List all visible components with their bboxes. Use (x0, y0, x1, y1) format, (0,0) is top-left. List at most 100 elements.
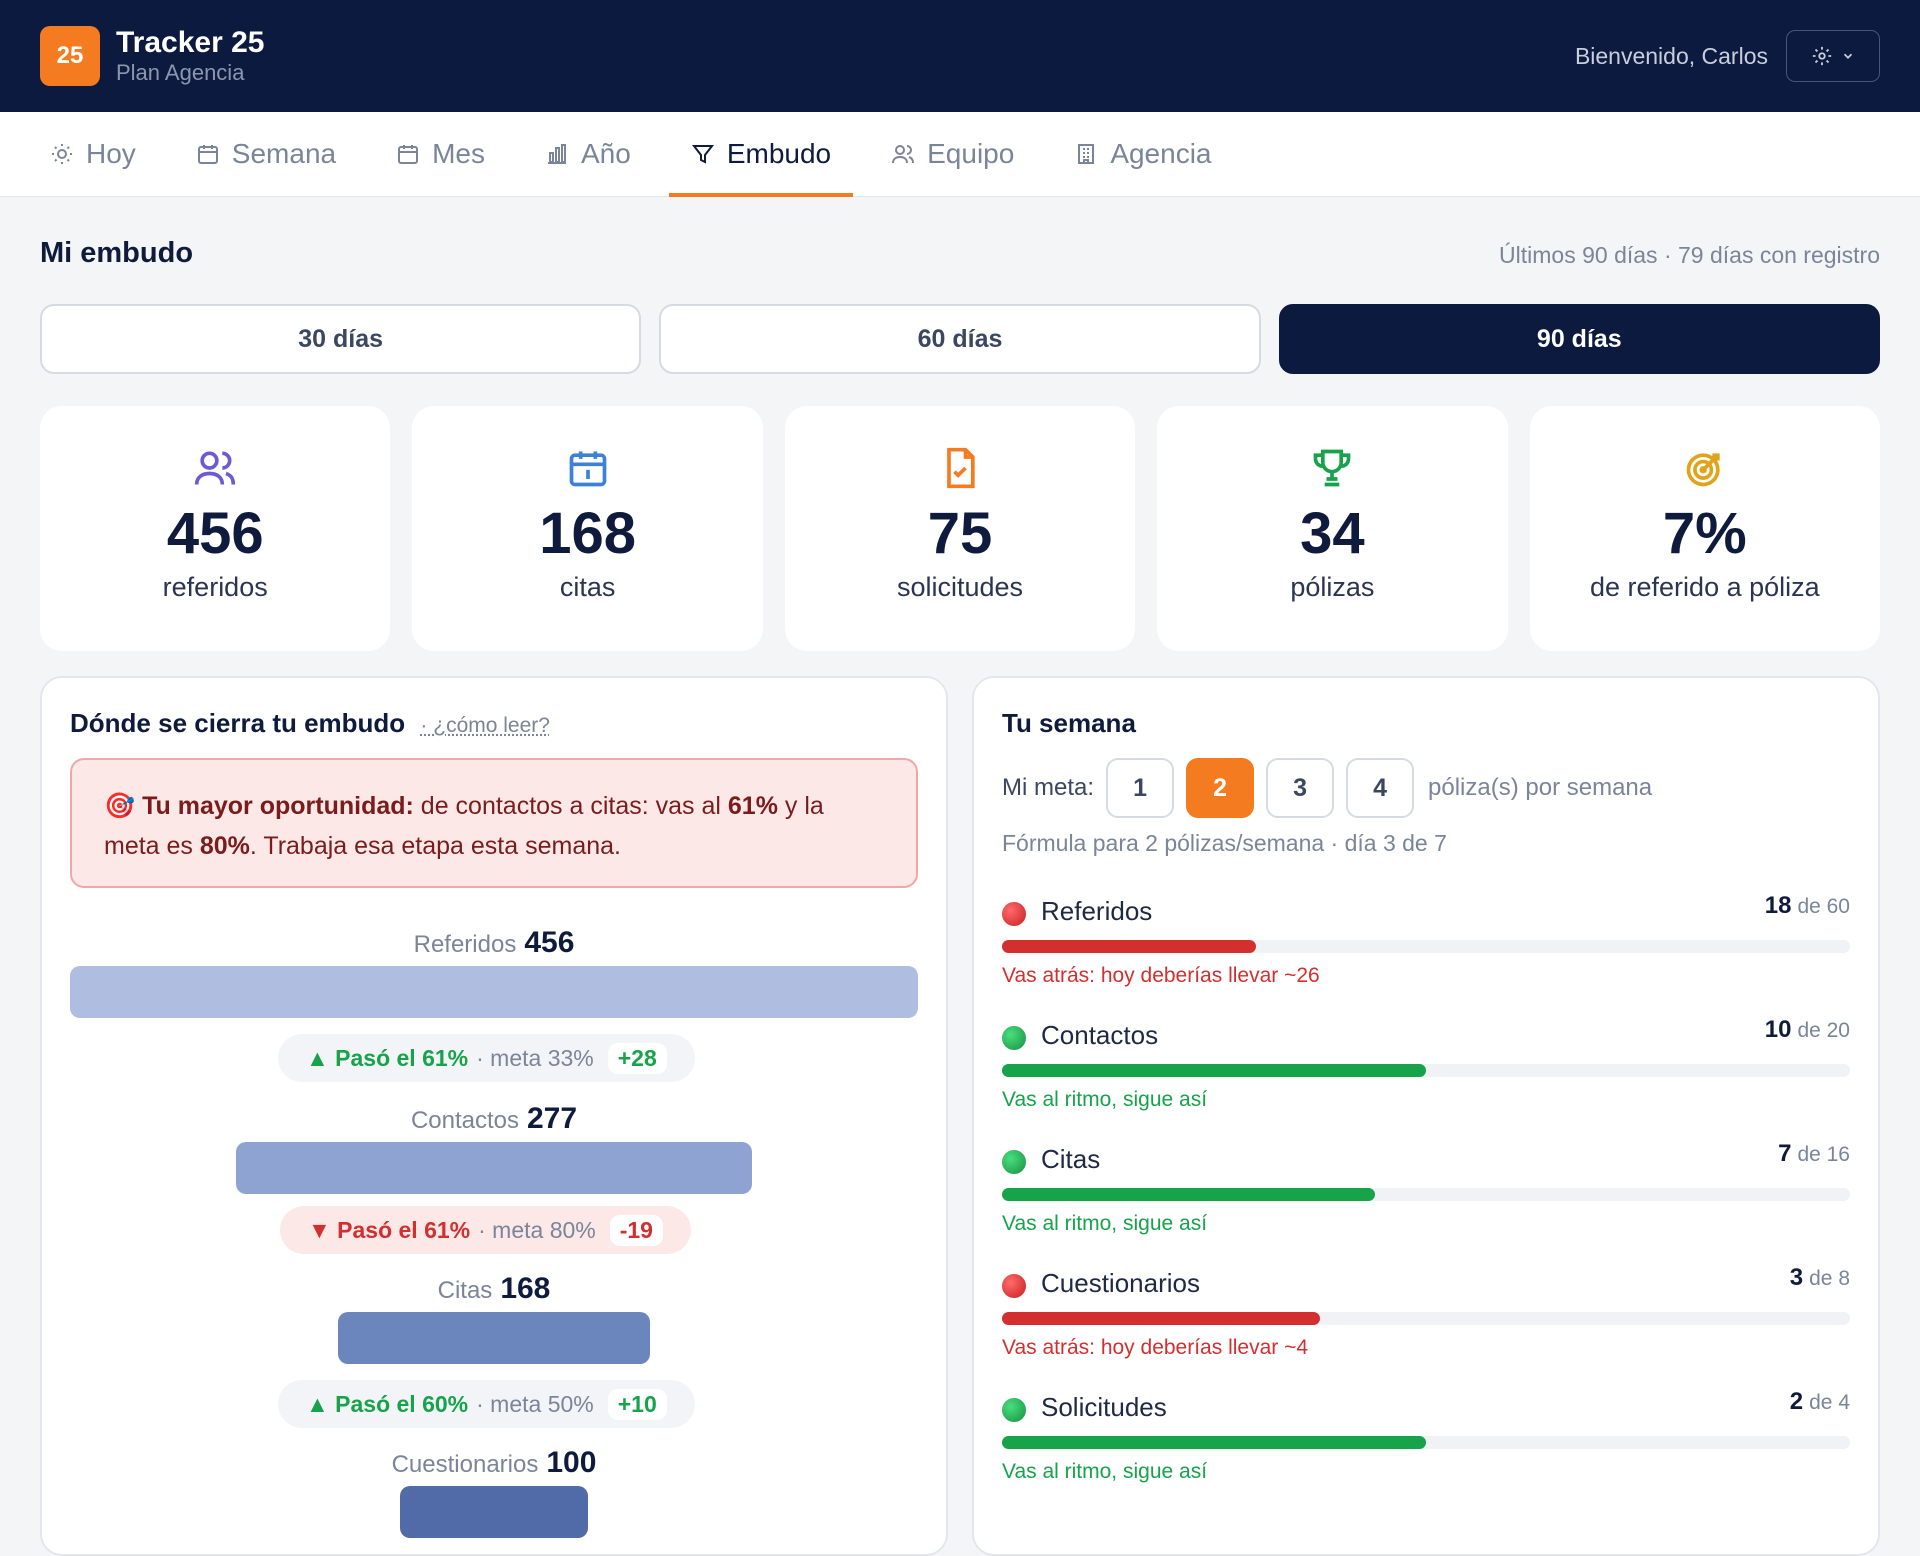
stat-card-referidos: 456 referidos (40, 406, 390, 651)
calendar-icon (396, 142, 420, 166)
tab-embudo[interactable]: Embudo (669, 112, 853, 196)
transition-pill: ▼ Pasó el 61% · meta 80% -19 (280, 1206, 691, 1254)
funnel-bar-citas (338, 1312, 650, 1364)
row-message: Vas al ritmo, sigue así (1002, 1212, 1207, 1236)
target-icon (1683, 446, 1727, 490)
row-target: de 20 (1797, 1019, 1850, 1042)
row-name: Citas (1041, 1144, 1100, 1175)
calendar-icon (196, 142, 220, 166)
week-row-solicitudes: Solicitudes 2 de 4 Vas al ritmo, sigue as… (1002, 1384, 1850, 1504)
formula-text: Fórmula para 2 pólizas/semana · día 3 de… (1002, 830, 1447, 857)
target-emoji-icon: 🎯 (104, 792, 135, 820)
stat-card-citas: 168 citas (412, 406, 762, 651)
range-90-button[interactable]: 90 días (1279, 304, 1880, 374)
stage-value: 277 (527, 1102, 577, 1135)
stat-card-polizas: 34 pólizas (1157, 406, 1507, 651)
users-icon (891, 142, 915, 166)
stat-value: 168 (539, 502, 636, 566)
tab-ano[interactable]: Año (523, 112, 653, 196)
app-plan: Plan Agencia (116, 60, 264, 86)
row-done: 7 (1778, 1140, 1791, 1167)
goal-3-button[interactable]: 3 (1266, 758, 1334, 818)
funnel-panel: Dónde se cierra tu embudo · ¿cómo leer? … (40, 676, 948, 1556)
file-check-icon (938, 446, 982, 490)
gear-icon (1811, 45, 1833, 67)
goal-label: Mi meta: (1002, 774, 1094, 802)
how-to-read-link[interactable]: · ¿cómo leer? (420, 714, 550, 737)
progress-track (1002, 1064, 1850, 1077)
transition-main: ▲ Pasó el 60% (306, 1391, 468, 1418)
alert-goal: 80% (200, 832, 250, 860)
range-60-button[interactable]: 60 días (659, 304, 1260, 374)
transition-goal: · meta 50% (476, 1391, 594, 1418)
tab-mes[interactable]: Mes (374, 112, 507, 196)
stage-value: 168 (500, 1272, 550, 1305)
goal-4-button[interactable]: 4 (1346, 758, 1414, 818)
building-icon (1074, 142, 1098, 166)
row-name: Solicitudes (1041, 1392, 1167, 1423)
progress-fill (1002, 1188, 1375, 1201)
week-row-citas: Citas 7 de 16 Vas al ritmo, sigue así (1002, 1136, 1850, 1256)
status-dot-icon (1002, 1274, 1026, 1298)
alert-pct: 61% (728, 792, 778, 820)
tab-hoy[interactable]: Hoy (28, 112, 158, 196)
row-count: 3 de 8 (1790, 1264, 1850, 1292)
stat-value: 34 (1300, 502, 1365, 566)
tab-equipo[interactable]: Equipo (869, 112, 1036, 196)
goal-1-button[interactable]: 1 (1106, 758, 1174, 818)
welcome-text: Bienvenido, Carlos (1575, 43, 1768, 70)
stat-label: solicitudes (897, 572, 1023, 603)
settings-button[interactable] (1786, 30, 1880, 82)
transition-delta: +28 (608, 1043, 667, 1074)
stage-value: 100 (546, 1446, 596, 1479)
row-target: de 60 (1797, 895, 1850, 918)
tab-label: Equipo (927, 138, 1014, 170)
trophy-icon (1310, 446, 1354, 490)
tab-label: Mes (432, 138, 485, 170)
tab-label: Embudo (727, 138, 831, 170)
opportunity-alert: 🎯 Tu mayor oportunidad: de contactos a c… (70, 758, 918, 888)
goal-2-button[interactable]: 2 (1186, 758, 1254, 818)
tab-label: Semana (232, 138, 336, 170)
stat-label: referidos (163, 572, 268, 603)
app-header: 25 Tracker 25 Plan Agencia Bienvenido, C… (0, 0, 1920, 112)
app-logo[interactable]: 25 (40, 26, 100, 86)
stage-name: Contactos (411, 1107, 519, 1134)
row-count: 10 de 20 (1765, 1016, 1850, 1044)
funnel-stage-label: Referidos 456 (42, 926, 946, 960)
transition-delta: -19 (610, 1215, 663, 1246)
tab-semana[interactable]: Semana (174, 112, 358, 196)
main-nav: Hoy Semana Mes Año Embudo Equipo Agencia (0, 112, 1920, 197)
alert-strong: Tu mayor oportunidad: (142, 792, 414, 820)
row-done: 2 (1790, 1388, 1803, 1415)
stage-value: 456 (524, 926, 574, 959)
goal-selector: Mi meta: 1 2 3 4 póliza(s) por semana (1002, 758, 1652, 818)
range-selector: 30 días 60 días 90 días (40, 304, 1880, 374)
row-done: 3 (1790, 1264, 1803, 1291)
stat-label: pólizas (1290, 572, 1374, 603)
transition-main: ▲ Pasó el 61% (306, 1045, 468, 1072)
progress-fill (1002, 1312, 1320, 1325)
row-target: de 4 (1809, 1391, 1850, 1414)
progress-fill (1002, 940, 1256, 953)
funnel-bar-contactos (236, 1142, 752, 1194)
range-30-button[interactable]: 30 días (40, 304, 641, 374)
row-count: 2 de 4 (1790, 1388, 1850, 1416)
status-dot-icon (1002, 1150, 1026, 1174)
week-row-contactos: Contactos 10 de 20 Vas al ritmo, sigue as… (1002, 1012, 1850, 1132)
funnel-icon (691, 142, 715, 166)
stat-value: 75 (928, 502, 993, 566)
transition-goal: · meta 80% (478, 1217, 596, 1244)
row-message: Vas atrás: hoy deberías llevar ~26 (1002, 964, 1320, 988)
funnel-stage-label: Cuestionarios 100 (42, 1446, 946, 1480)
row-target: de 8 (1809, 1267, 1850, 1290)
tab-agencia[interactable]: Agencia (1052, 112, 1233, 196)
row-done: 10 (1765, 1016, 1792, 1043)
progress-fill (1002, 1064, 1426, 1077)
funnel-bar-cuestionarios (400, 1486, 588, 1538)
week-panel: Tu semana Mi meta: 1 2 3 4 póliza(s) por… (972, 676, 1880, 1556)
transition-goal: · meta 33% (476, 1045, 594, 1072)
sun-icon (50, 142, 74, 166)
stat-label: de referido a póliza (1590, 572, 1820, 603)
transition-delta: +10 (608, 1389, 667, 1420)
